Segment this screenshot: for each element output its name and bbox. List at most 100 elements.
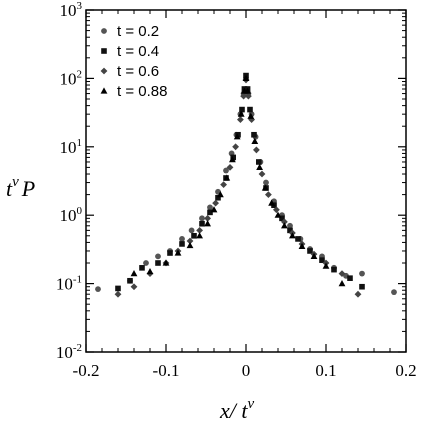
data-point-square [251, 131, 257, 138]
data-point-diamond [265, 191, 272, 199]
data-point-triangle [204, 220, 211, 227]
data-point-diamond [130, 283, 138, 291]
data-point-square [307, 248, 313, 254]
y-tick-label: 10-2 [56, 342, 82, 362]
data-point-square [139, 265, 145, 271]
legend-label: t = 0.6 [117, 63, 159, 80]
legend-label: t = 0.88 [117, 83, 167, 100]
data-point-square [331, 266, 337, 273]
data-point-diamond [196, 226, 203, 234]
data-point-diamond [281, 218, 288, 226]
data-point-triangle [237, 110, 245, 117]
data-point-square [359, 283, 365, 290]
y-tick-label-exponent: 2 [77, 68, 83, 80]
data-point-diamond [114, 290, 122, 298]
data-point-square [115, 285, 121, 292]
y-tick-label-base: 10 [60, 69, 77, 88]
data-point-square [191, 232, 197, 239]
data-point-triangle [146, 267, 154, 275]
data-point-triangle [244, 87, 251, 94]
x-tick-label: 0.1 [315, 361, 336, 380]
data-point-triangle [162, 259, 170, 266]
data-point-triangle [223, 174, 231, 181]
data-point-triangle [210, 206, 218, 213]
data-point-triangle [274, 211, 282, 218]
data-point-diamond [338, 270, 346, 278]
data-point-circle [263, 179, 269, 186]
data-point-square [179, 241, 185, 247]
x-axis-label: x/ tν [219, 396, 255, 423]
data-point-diamond [237, 116, 244, 123]
y-axis-label-sup: ν [12, 174, 19, 190]
y-axis-label-tail: P [21, 176, 35, 201]
data-points [95, 72, 397, 298]
legend-label: t = 0.4 [117, 43, 159, 60]
y-tick-label-exponent: 1 [77, 137, 83, 149]
data-point-triangle [268, 199, 275, 206]
x-tick-label: -0.1 [153, 361, 180, 380]
data-point-square [199, 220, 205, 227]
data-point-square [295, 236, 301, 242]
data-point-triangle [322, 262, 330, 269]
y-tick-label-base: 10 [60, 138, 77, 157]
data-point-diamond [220, 181, 227, 189]
data-point-square [230, 154, 236, 161]
data-point-triangle [196, 232, 203, 239]
legend-marker-circle [101, 28, 107, 34]
x-tick-label: 0.2 [395, 361, 416, 380]
data-point-triangle [186, 241, 194, 249]
data-point-triangle [174, 249, 182, 256]
y-tick-label-base: 10 [56, 343, 73, 362]
y-tick-label: 10-1 [56, 274, 82, 294]
data-point-diamond [253, 146, 260, 154]
y-tick-label-exponent: -2 [73, 342, 82, 354]
data-point-circle [155, 253, 161, 260]
data-point-triangle [298, 242, 306, 249]
data-point-triangle [251, 137, 259, 144]
y-tick-label-base: 10 [60, 1, 77, 20]
data-point-diamond [186, 237, 194, 245]
data-point-diamond [245, 92, 252, 100]
data-point-circle [359, 270, 365, 277]
data-point-triangle [242, 74, 250, 81]
data-point-triangle [261, 184, 269, 191]
data-point-square [247, 106, 253, 113]
data-point-square [287, 227, 293, 234]
y-tick-label-base: 10 [56, 275, 73, 294]
x-axis-label-sup: ν [248, 396, 255, 412]
data-point-diamond [258, 170, 266, 178]
y-tick-label: 103 [60, 0, 83, 20]
legend-label: t = 0.2 [117, 23, 159, 40]
legend-marker-square [101, 48, 107, 54]
data-point-diamond [354, 290, 362, 298]
data-point-square [347, 275, 353, 281]
data-point-diamond [226, 163, 234, 171]
data-point-circle [188, 227, 195, 234]
data-point-triangle [229, 155, 236, 163]
data-point-square [215, 194, 221, 201]
y-tick-label: 100 [60, 205, 83, 225]
x-tick-label: -0.2 [73, 361, 100, 380]
data-point-circle [179, 236, 185, 242]
data-point-square [155, 260, 161, 266]
data-point-diamond [232, 143, 239, 151]
data-point-triangle [310, 252, 318, 259]
data-point-square [239, 106, 245, 113]
data-point-diamond [204, 214, 211, 222]
y-axis-label-base: t [6, 176, 13, 201]
data-point-square [167, 250, 173, 256]
data-point-square [256, 159, 262, 165]
data-point-triangle [256, 163, 263, 170]
y-axis-label: tν P [6, 174, 35, 201]
data-point-diamond [212, 199, 219, 207]
data-point-square [319, 257, 325, 263]
data-point-square [207, 209, 213, 216]
data-point-triangle [233, 133, 241, 140]
data-point-circle [95, 286, 101, 293]
data-point-square [127, 277, 133, 284]
legend-marker-triangle [100, 87, 108, 94]
y-tick-label-exponent: -1 [73, 274, 82, 286]
data-point-circle [287, 222, 293, 229]
